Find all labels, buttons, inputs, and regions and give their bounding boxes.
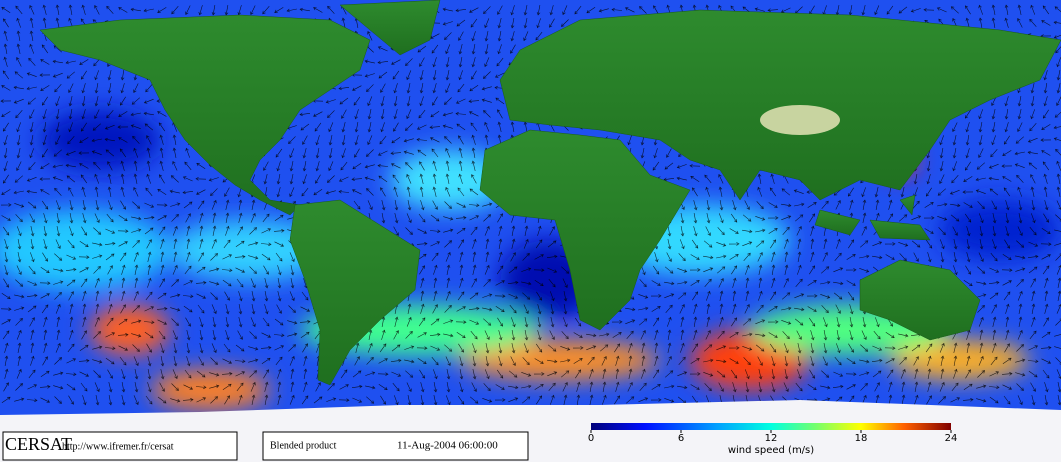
logo-box bbox=[2, 431, 238, 461]
colorbar-tick-label: 0 bbox=[588, 433, 594, 444]
timestamp: 11-Aug-2004 06:00:00 bbox=[397, 440, 498, 452]
colorbar bbox=[591, 423, 951, 430]
colorbar-tick-label: 6 bbox=[678, 433, 684, 444]
colorbar-label: wind speed (m/s) bbox=[728, 445, 814, 456]
logo: CERSAT bbox=[5, 434, 72, 454]
wind-field bbox=[0, 110, 1060, 410]
colorbar-tick-label: 12 bbox=[765, 433, 778, 444]
land bbox=[39, 0, 1061, 386]
colorbar-tick-label: 18 bbox=[855, 433, 868, 444]
colorbar-ticks: 0 6 12 18 24 bbox=[588, 430, 958, 444]
product: Blended product bbox=[270, 440, 337, 451]
colorbar-tick-label: 24 bbox=[945, 433, 958, 444]
url: http://www.ifremer.fr/cersat bbox=[62, 441, 174, 452]
plateau bbox=[760, 105, 840, 135]
info-box bbox=[262, 431, 529, 461]
